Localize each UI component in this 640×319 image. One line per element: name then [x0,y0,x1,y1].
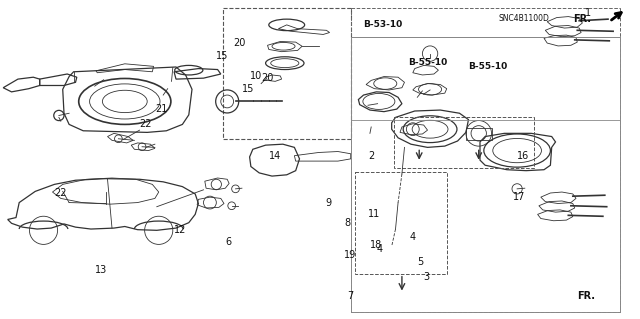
Text: 11: 11 [368,209,380,219]
Text: B-53-10: B-53-10 [363,20,403,29]
Bar [394,117,534,168]
Text: 15: 15 [242,84,254,94]
Text: SNC4B1100D: SNC4B1100D [498,14,549,23]
Text: 20: 20 [234,38,246,48]
Text: 4: 4 [410,232,416,242]
Text: 12: 12 [174,225,186,235]
Bar [351,8,620,312]
Text: 9: 9 [325,197,332,208]
Text: B-55-10: B-55-10 [468,63,508,71]
Text: 17: 17 [513,192,525,202]
Text: 19: 19 [344,249,356,260]
Text: 8: 8 [344,218,351,228]
Text: 18: 18 [370,240,382,250]
Text: 21: 21 [155,104,167,114]
Text: 22: 22 [140,119,152,129]
Text: 1: 1 [584,8,591,18]
Text: 15: 15 [216,51,228,61]
Text: 4: 4 [376,244,383,255]
Bar [355,172,447,274]
Text: 7: 7 [347,291,353,301]
Text: 13: 13 [95,264,107,275]
Text: B-55-10: B-55-10 [408,58,447,67]
Text: 10: 10 [250,71,262,81]
Text: FR.: FR. [573,13,591,24]
Text: 6: 6 [225,237,232,248]
Text: 5: 5 [417,256,424,267]
Text: 2: 2 [368,151,374,161]
Bar [223,8,351,139]
Text: 22: 22 [54,188,67,198]
Text: 14: 14 [269,151,281,161]
Text: 16: 16 [517,151,529,161]
Bar [351,37,620,312]
Text: 20: 20 [261,73,273,83]
Text: 3: 3 [424,272,430,282]
Text: FR.: FR. [577,291,595,301]
